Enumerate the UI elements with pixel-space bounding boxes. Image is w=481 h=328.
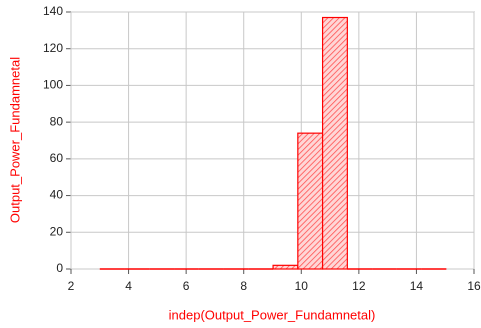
y-tick-label: 80 [50, 114, 64, 128]
histogram-bar [321, 16, 348, 270]
x-tick-label: 8 [240, 279, 247, 293]
x-tick-label: 10 [295, 279, 309, 293]
x-tick-label: 2 [68, 279, 75, 293]
plot-area [70, 11, 475, 270]
y-tick-label: 20 [50, 224, 64, 238]
y-tick-label: 0 [56, 261, 63, 275]
y-tick-label: 120 [43, 41, 63, 55]
y-axis-title: Output_Power_Fundamnetal [7, 57, 22, 223]
x-tick-label: 14 [410, 279, 424, 293]
y-tick-label: 40 [50, 188, 64, 202]
histogram-bar [297, 132, 324, 270]
x-tick-label: 16 [467, 279, 481, 293]
y-tick-label: 140 [43, 4, 63, 18]
histogram-bar [272, 264, 299, 270]
x-axis-title: indep(Output_Power_Fundamnetal) [169, 307, 376, 322]
x-tick-label: 4 [125, 279, 132, 293]
x-tick-label: 12 [352, 279, 366, 293]
y-tick-label: 100 [43, 78, 63, 92]
y-tick-label: 60 [50, 151, 64, 165]
x-tick-label: 6 [183, 279, 190, 293]
